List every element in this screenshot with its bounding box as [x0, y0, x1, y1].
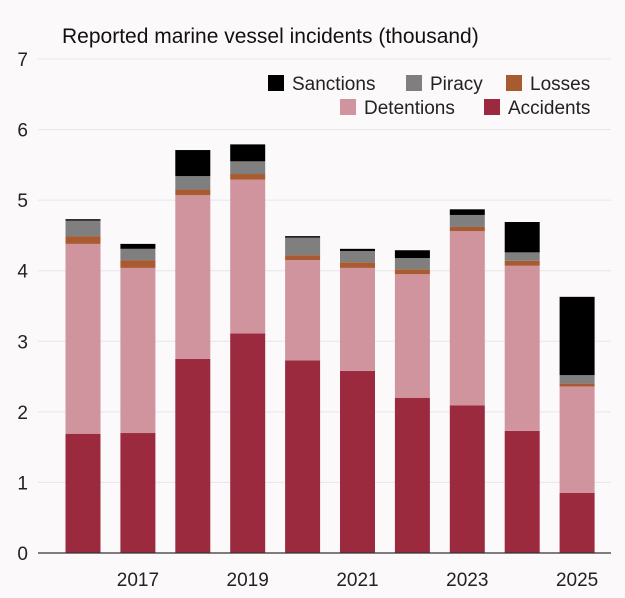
- bar-segment-detentions: [230, 179, 266, 334]
- legend-swatch: [268, 75, 284, 91]
- bar-segment-losses: [230, 174, 266, 180]
- bar-segment-piracy: [230, 161, 266, 175]
- bar-segment-losses: [65, 236, 101, 244]
- bar-segment-sanctions: [285, 236, 321, 238]
- legend: Sanctions Piracy Losses Detentions Accidents: [268, 74, 590, 119]
- y-tick-label: 2: [17, 403, 28, 424]
- bar-segment-accidents: [449, 405, 485, 553]
- y-tick-label: 6: [17, 121, 28, 142]
- y-tick-label: 7: [17, 50, 28, 71]
- y-axis: 0 1 2 3 4 5 6 7: [17, 50, 28, 565]
- bar-segment-losses: [340, 262, 375, 268]
- y-tick-label: 4: [17, 262, 28, 283]
- bar-segment-detentions: [340, 267, 375, 371]
- bar-segment-sanctions: [175, 150, 211, 177]
- bars: [65, 144, 595, 553]
- bar-segment-piracy: [120, 248, 156, 261]
- bar-segment-sanctions: [504, 222, 540, 253]
- y-tick-label: 0: [17, 544, 28, 565]
- bar-segment-losses: [504, 260, 540, 266]
- bar-segment-losses: [559, 383, 595, 387]
- bar-segment-detentions: [394, 274, 430, 398]
- bar-segment-sanctions: [120, 243, 156, 249]
- legend-swatch: [484, 99, 500, 115]
- legend-label: Accidents: [508, 98, 590, 119]
- bar-segment-losses: [175, 189, 211, 196]
- bar-segment-piracy: [285, 237, 321, 256]
- x-axis: 2017 2019 2021 2023 2025: [38, 552, 611, 591]
- bar-segment-sanctions: [340, 248, 375, 251]
- bar-segment-detentions: [559, 386, 595, 494]
- bar-segment-accidents: [285, 360, 321, 553]
- bar-segment-accidents: [394, 397, 430, 553]
- bar-segment-accidents: [230, 333, 266, 553]
- bar-segment-detentions: [65, 243, 101, 434]
- bar-segment-piracy: [504, 252, 540, 261]
- y-tick-label: 3: [17, 332, 28, 353]
- legend-swatch: [340, 99, 356, 115]
- y-tick-label: 1: [17, 473, 28, 494]
- bar-segment-piracy: [449, 214, 485, 227]
- bar-segment-sanctions: [230, 144, 266, 162]
- bar-segment-accidents: [340, 370, 375, 553]
- legend-swatch: [406, 75, 422, 91]
- bar-segment-sanctions: [559, 296, 595, 376]
- bar-segment-sanctions: [449, 209, 485, 215]
- bar-segment-accidents: [559, 493, 595, 553]
- bar-segment-losses: [394, 269, 430, 275]
- bar-segment-detentions: [504, 265, 540, 431]
- bar-segment-piracy: [340, 250, 375, 263]
- legend-swatch: [506, 75, 522, 91]
- legend-label: Detentions: [364, 98, 455, 119]
- bar-segment-losses: [285, 255, 321, 261]
- bar-segment-piracy: [175, 176, 211, 190]
- x-tick-label: 2017: [117, 570, 159, 591]
- legend-label: Losses: [530, 74, 590, 95]
- bar-segment-accidents: [65, 433, 101, 553]
- bar-segment-piracy: [394, 258, 430, 270]
- legend-label: Sanctions: [292, 74, 375, 95]
- bar-segment-piracy: [559, 375, 595, 384]
- bar-segment-losses: [120, 260, 156, 268]
- bar-segment-detentions: [120, 267, 156, 434]
- bar-segment-detentions: [175, 195, 211, 359]
- bar-segment-piracy: [65, 220, 101, 237]
- y-tick-label: 5: [17, 191, 28, 212]
- x-tick-label: 2025: [556, 570, 598, 591]
- bar-segment-losses: [449, 226, 485, 232]
- x-tick-label: 2023: [446, 570, 488, 591]
- x-tick-label: 2019: [227, 570, 269, 591]
- bar-segment-detentions: [449, 231, 485, 406]
- bar-segment-accidents: [175, 358, 211, 553]
- bar-segment-detentions: [285, 260, 321, 361]
- legend-label: Piracy: [430, 74, 483, 95]
- bar-segment-accidents: [504, 430, 540, 553]
- bar-segment-accidents: [120, 433, 156, 553]
- bar-segment-sanctions: [394, 250, 430, 259]
- x-tick-label: 2021: [336, 570, 378, 591]
- bar-segment-sanctions: [65, 219, 101, 221]
- chart-title: Reported marine vessel incidents (thousa…: [62, 25, 479, 48]
